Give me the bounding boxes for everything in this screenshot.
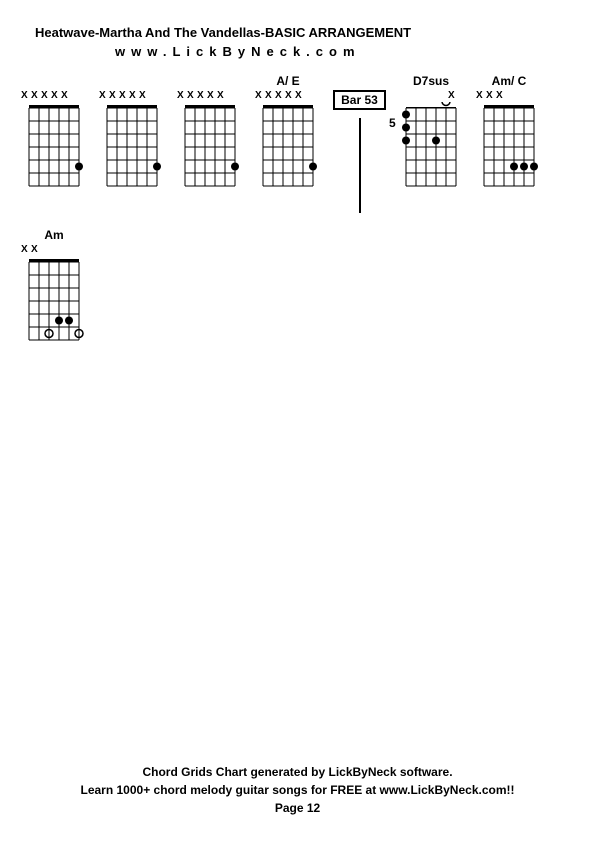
chord-label (20, 74, 88, 90)
bar-line (359, 118, 361, 213)
bar-marker: Bar 53 (333, 90, 386, 110)
chord-label: D7sus (397, 74, 465, 90)
chord-grid: 5 (401, 102, 461, 194)
chord-AE: A/ E XXXXX (254, 74, 322, 199)
footer-line-3: Page 12 (0, 799, 595, 817)
chord-row-2: Am XX (0, 228, 595, 353)
muted-strings: XXXXX (98, 90, 166, 102)
fret-position: 5 (389, 116, 396, 130)
footer-line-2: Learn 1000+ chord melody guitar songs fo… (0, 781, 595, 799)
chord-grid (180, 102, 240, 194)
chord-3: XXXXX (176, 74, 244, 199)
chord-grid (24, 256, 84, 348)
page-title: Heatwave-Martha And The Vandellas-BASIC … (35, 25, 595, 40)
bar-53: Bar 53 (332, 74, 387, 213)
chord-label: Am/ C (475, 74, 543, 90)
muted-strings: XX (20, 244, 88, 256)
chord-2: XXXXX (98, 74, 166, 199)
chord-label (98, 74, 166, 90)
chord-grid (479, 102, 539, 194)
chord-grid (258, 102, 318, 194)
chord-1: XXXXX (20, 74, 88, 199)
chord-Am: Am XX (20, 228, 88, 353)
bar-label-spacer (332, 74, 387, 90)
page-footer: Chord Grids Chart generated by LickByNec… (0, 763, 595, 817)
chord-AmC: Am/ C XXX (475, 74, 543, 199)
chord-label (176, 74, 244, 90)
chord-D7sus: D7sus X 5 (397, 74, 465, 199)
chord-label: Am (20, 228, 88, 244)
muted-strings: X (397, 90, 465, 102)
chord-row-1: XXXXX XXXXX XXXXX A/ E XXXXX Bar 53 D7su… (0, 74, 595, 213)
muted-strings: XXXXX (254, 90, 322, 102)
muted-strings: XXX (475, 90, 543, 102)
page-subtitle: www.LickByNeck.com (115, 44, 595, 59)
chord-grid (24, 102, 84, 194)
chord-grid (102, 102, 162, 194)
footer-line-1: Chord Grids Chart generated by LickByNec… (0, 763, 595, 781)
muted-strings: XXXXX (176, 90, 244, 102)
muted-strings: XXXXX (20, 90, 88, 102)
chord-label: A/ E (254, 74, 322, 90)
